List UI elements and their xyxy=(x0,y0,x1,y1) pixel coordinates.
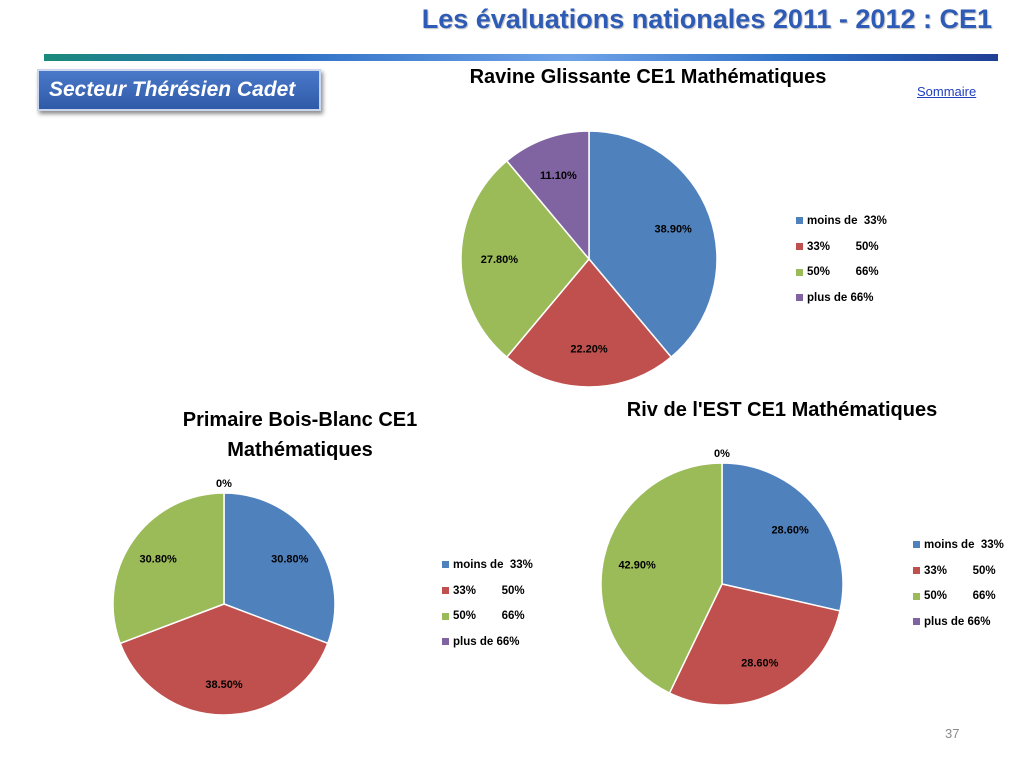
legend-item-33-50: 33% 50% xyxy=(913,558,1004,584)
legend-item-plus-66: plus de 66% xyxy=(796,285,887,311)
legend-ravine-glissante: moins de 33% 33% 50% 50% 66% plus de 66% xyxy=(796,208,887,311)
pie-slice-moins-33 xyxy=(588,130,718,359)
chart-title-line-2: Mathématiques xyxy=(227,439,373,461)
data-label-50-66: 27.80% xyxy=(481,254,519,266)
pie-slice-plus-66 xyxy=(505,130,590,262)
legend-item-moins-33: moins de 33% xyxy=(796,208,887,234)
data-label-plus-66: 0% xyxy=(714,448,730,460)
legend-label-33-50: 33% 50% xyxy=(807,240,879,253)
page-number: 37 xyxy=(945,726,960,741)
pie-slice-50-66 xyxy=(600,462,723,695)
legend-item-50-66: 50% 66% xyxy=(913,583,1004,609)
legend-label-moins-33: moins de 33% xyxy=(453,558,533,571)
data-label-33-50: 28.60% xyxy=(741,658,779,670)
pie-chart-primaire-bois-blanc: 30.80% 38.50% 30.80% 0% xyxy=(112,478,336,716)
legend-label-plus-66: plus de 66% xyxy=(924,615,991,628)
legend-label-50-66: 50% 66% xyxy=(924,590,996,603)
legend-label-33-50: 33% 50% xyxy=(924,564,996,577)
legend-label-plus-66: plus de 66% xyxy=(807,291,874,304)
legend-item-33-50: 33% 50% xyxy=(796,234,887,260)
legend-riv-de-l-est: moins de 33% 33% 50% 50% 66% plus de 66% xyxy=(913,532,1004,635)
legend-label-moins-33: moins de 33% xyxy=(924,538,1004,551)
data-label-33-50: 38.50% xyxy=(205,679,243,691)
legend-item-50-66: 50% 66% xyxy=(796,259,887,285)
legend-label-50-66: 50% 66% xyxy=(807,266,879,279)
legend-item-moins-33: moins de 33% xyxy=(913,532,1004,558)
pie-slice-33-50 xyxy=(505,257,673,388)
legend-swatch-plus-66 xyxy=(913,618,920,626)
legend-swatch-33-50 xyxy=(442,587,449,595)
legend-item-plus-66: plus de 66% xyxy=(442,629,533,655)
legend-item-33-50: 33% 50% xyxy=(442,578,533,604)
legend-swatch-33-50 xyxy=(913,567,920,575)
legend-swatch-50-66 xyxy=(796,268,803,276)
data-label-50-66: 42.90% xyxy=(618,560,656,572)
data-label-plus-66: 0% xyxy=(216,478,232,490)
legend-swatch-50-66 xyxy=(442,612,449,620)
chart-title-line-1: Primaire Bois-Blanc CE1 xyxy=(182,409,418,431)
pie-chart-ravine-glissante: 38.90% 22.20% 27.80% 11.10% xyxy=(460,130,718,388)
chart-title-riv-de-l-est: Riv de l'EST CE1 Mathématiques xyxy=(626,399,938,421)
chart-title-ravine-glissante: Ravine Glissante CE1 Mathématiques xyxy=(469,66,827,88)
pie-slice-50-66 xyxy=(460,159,590,359)
legend-label-plus-66: plus de 66% xyxy=(453,635,520,648)
legend-swatch-moins-33 xyxy=(913,541,920,549)
legend-item-50-66: 50% 66% xyxy=(442,603,533,629)
data-label-moins-33: 30.80% xyxy=(271,554,309,566)
legend-swatch-moins-33 xyxy=(442,561,449,569)
pie-chart-riv-de-l-est: 28.60% 28.60% 42.90% 0% xyxy=(600,448,844,706)
legend-swatch-plus-66 xyxy=(442,638,449,646)
pie-slice-33-50 xyxy=(119,603,329,716)
legend-swatch-moins-33 xyxy=(796,217,803,225)
sommaire-link[interactable]: Sommaire xyxy=(917,84,977,99)
legend-label-moins-33: moins de 33% xyxy=(807,214,887,227)
chart-title-primaire-bois-blanc: Primaire Bois-Blanc CE1 Mathématiques xyxy=(130,405,470,465)
legend-label-50-66: 50% 66% xyxy=(453,610,525,623)
data-label-moins-33: 28.60% xyxy=(771,525,809,537)
pie-slice-33-50 xyxy=(668,583,841,706)
data-label-plus-66: 11.10% xyxy=(540,170,577,182)
legend-item-plus-66: plus de 66% xyxy=(913,609,1004,635)
title-divider-bar xyxy=(44,54,998,61)
pie-slice-moins-33 xyxy=(721,462,844,612)
page-title: Les évaluations nationales 2011 - 2012 :… xyxy=(421,4,992,34)
pie-slice-moins-33 xyxy=(223,492,336,645)
legend-label-33-50: 33% 50% xyxy=(453,584,525,597)
legend-primaire-bois-blanc: moins de 33% 33% 50% 50% 66% plus de 66% xyxy=(442,552,533,655)
legend-swatch-plus-66 xyxy=(796,294,803,302)
legend-swatch-33-50 xyxy=(796,243,803,251)
pie-slice-50-66 xyxy=(112,492,225,645)
data-label-moins-33: 38.90% xyxy=(655,223,693,235)
sector-label-box: Secteur Thérésien Cadet xyxy=(37,69,321,111)
data-label-50-66: 30.80% xyxy=(140,554,178,566)
data-label-33-50: 22.20% xyxy=(570,344,608,356)
legend-item-moins-33: moins de 33% xyxy=(442,552,533,578)
legend-swatch-50-66 xyxy=(913,592,920,600)
